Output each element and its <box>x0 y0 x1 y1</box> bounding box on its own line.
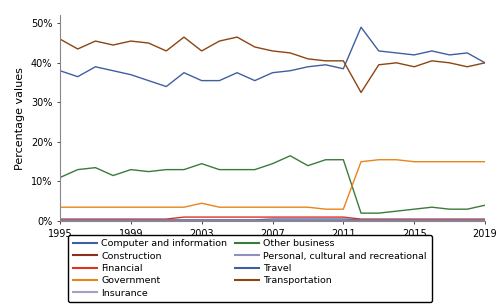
Legend: Computer and information, Construction, Financial, Government, Insurance, Other : Computer and information, Construction, … <box>68 235 432 302</box>
X-axis label: Year: Year <box>260 244 284 254</box>
Y-axis label: Percentage values: Percentage values <box>16 67 26 170</box>
